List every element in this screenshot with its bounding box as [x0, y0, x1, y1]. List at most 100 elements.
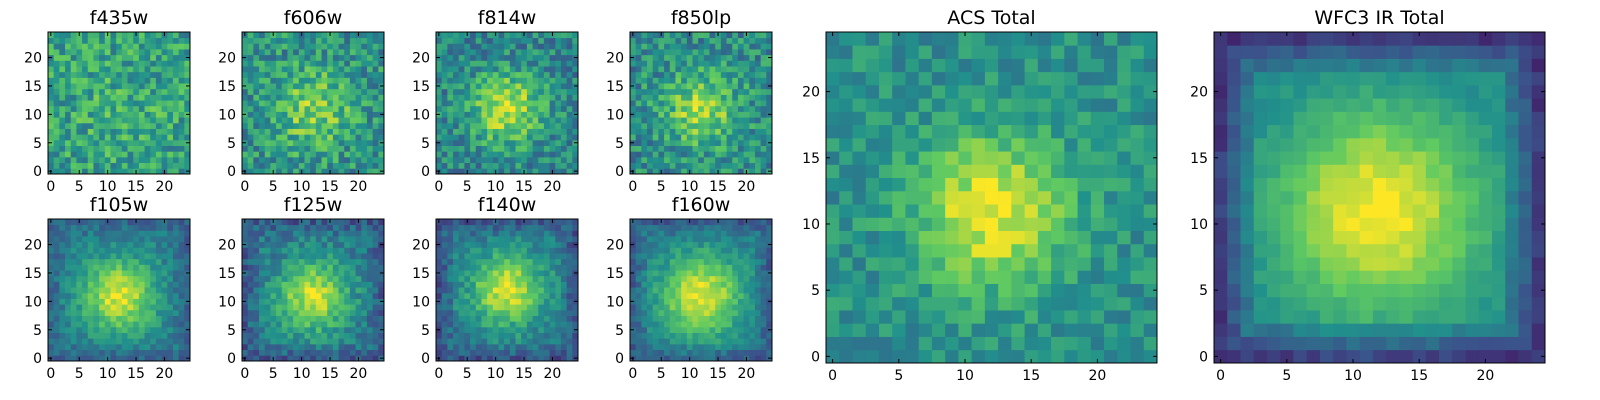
heatmap-cell — [481, 88, 488, 95]
heatmap-cell — [543, 88, 550, 95]
heatmap-cell — [492, 264, 499, 271]
heatmap-cell — [110, 321, 117, 328]
heatmap-cell — [281, 134, 288, 141]
heatmap-cell — [110, 94, 117, 101]
heatmap-cell — [664, 117, 671, 124]
heatmap-cell — [281, 151, 288, 158]
heatmap-cell — [48, 117, 55, 124]
heatmap-cell — [82, 37, 89, 44]
heatmap-cell — [155, 105, 162, 112]
heatmap-cell — [247, 66, 254, 73]
heatmap-cell — [133, 151, 140, 158]
heatmap-cell — [447, 32, 454, 39]
heatmap-cell — [366, 145, 374, 152]
heatmap-cell — [504, 275, 511, 282]
heatmap-cell — [703, 270, 710, 277]
heatmap-cell — [532, 287, 539, 294]
heatmap-cell — [720, 122, 727, 129]
heatmap-cell — [121, 287, 128, 294]
heatmap-cell — [99, 309, 106, 316]
heatmap-cell — [172, 122, 180, 129]
heatmap-cell — [110, 298, 117, 305]
heatmap-cell — [543, 355, 550, 362]
heatmap-cell — [681, 71, 688, 78]
heatmap-cell — [155, 230, 162, 237]
heatmap-cell — [338, 304, 345, 311]
heatmap-cell — [82, 332, 89, 339]
heatmap-cell — [264, 287, 271, 294]
heatmap-cell — [65, 37, 72, 44]
heatmap-cell — [458, 315, 465, 322]
heatmap-cell — [242, 275, 249, 282]
heatmap-cell — [287, 139, 294, 146]
heatmap-cell — [116, 264, 123, 271]
heatmap-cell — [264, 298, 271, 305]
heatmap-cell — [93, 264, 100, 271]
heatmap-cell — [492, 315, 499, 322]
heatmap-cell — [281, 275, 288, 282]
heatmap-cell — [760, 292, 767, 299]
heatmap-cell — [441, 349, 448, 356]
heatmap-cell — [378, 71, 385, 78]
heatmap-cell — [338, 355, 345, 362]
heatmap-cell — [441, 326, 448, 333]
heatmap-cell — [487, 253, 494, 260]
heatmap-cell — [532, 309, 539, 316]
heatmap-cell — [521, 258, 528, 265]
heatmap-cell — [526, 66, 533, 73]
heatmap-cell — [521, 236, 528, 243]
heatmap-cell — [658, 128, 665, 135]
heatmap-cell — [361, 298, 368, 305]
heatmap-cell — [93, 88, 100, 95]
heatmap-cell — [338, 66, 345, 73]
heatmap-cell — [720, 326, 727, 333]
heatmap-cell — [521, 338, 528, 345]
heatmap-cell — [720, 151, 727, 158]
heatmap-cell — [332, 270, 339, 277]
heatmap-cell — [361, 230, 368, 237]
heatmap-cell — [715, 315, 722, 322]
heatmap-cell — [276, 326, 283, 333]
heatmap-cell — [349, 241, 356, 248]
heatmap-cell — [709, 355, 716, 362]
heatmap-cell — [247, 281, 254, 288]
heatmap-cell — [76, 287, 83, 294]
heatmap-cell — [560, 281, 568, 288]
heatmap-cell — [344, 241, 351, 248]
heatmap-cell — [481, 156, 488, 164]
heatmap-cell — [560, 77, 568, 84]
heatmap-cell — [298, 304, 305, 311]
heatmap-cell — [436, 60, 443, 67]
heatmap-cell — [458, 270, 465, 277]
heatmap-cell — [566, 122, 573, 129]
heatmap-cell — [327, 315, 334, 322]
heatmap-cell — [652, 60, 659, 67]
heatmap-cell — [692, 326, 699, 333]
heatmap-cell — [178, 287, 185, 294]
heatmap-cell — [76, 71, 83, 78]
heatmap-cell — [264, 88, 271, 95]
heatmap-cell — [766, 151, 773, 158]
heatmap-cell — [560, 241, 568, 248]
heatmap-cell — [247, 77, 254, 84]
heatmap-cell — [76, 77, 83, 84]
heatmap-cell — [372, 71, 379, 78]
heatmap-cell — [293, 156, 300, 164]
heatmap-cell — [48, 315, 55, 322]
heatmap-cell — [698, 83, 705, 90]
heatmap-cell — [458, 94, 465, 101]
heatmap-cell — [259, 309, 266, 316]
heatmap-cell — [321, 338, 328, 345]
heatmap-cell — [82, 315, 89, 322]
heatmap-cell — [521, 292, 528, 299]
heatmap-cell — [259, 315, 266, 322]
heatmap-cell — [138, 168, 145, 175]
heatmap-cell — [287, 332, 294, 339]
heatmap-cell — [116, 168, 123, 175]
heatmap-cell — [492, 151, 499, 158]
heatmap-cell — [366, 122, 374, 129]
heatmap-cell — [87, 247, 94, 254]
heatmap-cell — [315, 298, 322, 305]
heatmap-cell — [327, 88, 334, 95]
heatmap-cell — [70, 224, 77, 231]
